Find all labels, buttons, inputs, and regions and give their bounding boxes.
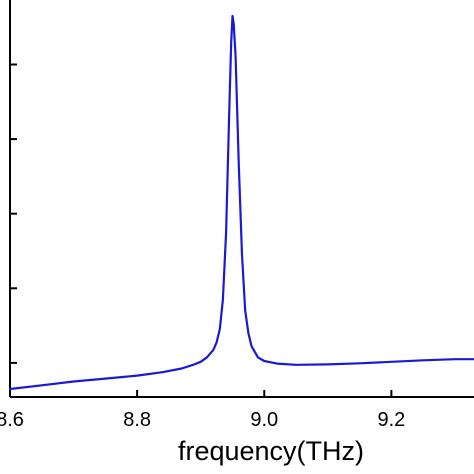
x-tick-label: 8.6 (0, 409, 24, 431)
x-tick-label: 9.2 (377, 409, 405, 431)
x-tick-label: 9.0 (250, 409, 278, 431)
x-tick-label: 8.8 (123, 409, 151, 431)
x-axis-label: frequency(THz) (178, 436, 364, 466)
series-line (8, 14, 474, 391)
plot-area: 8.6 8.8 9.0 9.2 (0, 0, 474, 431)
